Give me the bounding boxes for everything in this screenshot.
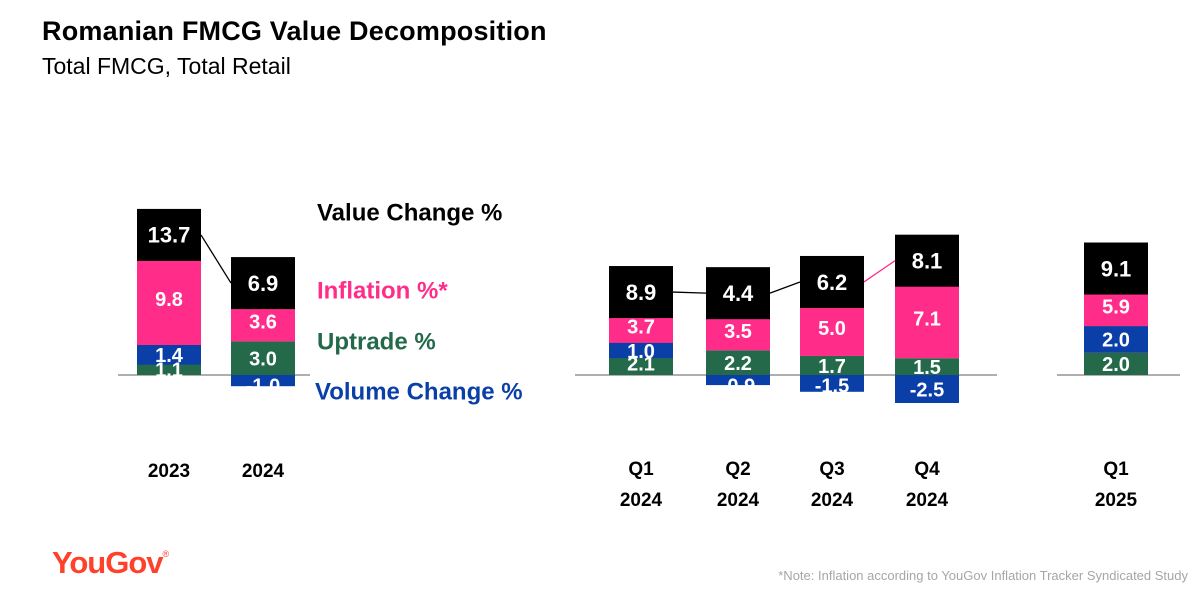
category-label: Q3 <box>819 459 844 480</box>
inflation-bar <box>895 278 959 359</box>
uptrade-label: 1.7 <box>818 356 846 378</box>
inflation-label: 3.6 <box>249 312 277 334</box>
uptrade-label: 1.1 <box>155 359 183 381</box>
volume-label: -1.5 <box>815 375 849 397</box>
category-label: Q1 <box>628 459 654 480</box>
inflation-label: 5.9 <box>1102 297 1130 319</box>
uptrade-bar <box>137 362 201 375</box>
category-label: 2024 <box>620 490 663 511</box>
category-label: 2024 <box>717 490 760 511</box>
inflation-label: 3.5 <box>724 321 752 343</box>
uptrade-bar <box>706 350 770 375</box>
category-label: 2024 <box>906 490 949 511</box>
value-connector-line <box>672 291 707 294</box>
uptrade-bar <box>895 358 959 375</box>
value-box <box>895 234 959 287</box>
volume-label: -1.0 <box>246 375 280 397</box>
value-box <box>800 255 864 308</box>
uptrade-bar <box>231 341 295 375</box>
uptrade-label: 3.0 <box>249 348 277 370</box>
volume-bar <box>1084 326 1148 353</box>
value-box <box>706 267 770 320</box>
category-label: 2025 <box>1095 490 1138 511</box>
category-label: Q4 <box>914 459 940 480</box>
yougov-logo: YouGov® <box>52 545 170 581</box>
volume-bar <box>137 345 201 365</box>
value-label: 8.1 <box>912 248 943 273</box>
volume-label: 1.0 <box>627 341 655 363</box>
value-label: 6.2 <box>817 270 848 295</box>
category-label: 2023 <box>148 461 190 482</box>
category-label: Q1 <box>1103 459 1129 480</box>
chart-title: Romanian FMCG Value Decomposition <box>42 16 547 46</box>
volume-label: -0.9 <box>721 375 755 397</box>
value-box <box>609 266 673 319</box>
category-label: 2024 <box>242 461 285 482</box>
volume-label: 2.0 <box>1102 330 1130 352</box>
volume-label: 1.4 <box>155 345 184 367</box>
inflation-label: 9.8 <box>155 289 183 311</box>
footnote: *Note: Inflation according to YouGov Inf… <box>778 568 1188 583</box>
category-label: Q2 <box>725 459 750 480</box>
value-box <box>1084 242 1148 295</box>
volume-label: -2.5 <box>910 379 944 401</box>
value-label: 6.9 <box>248 271 279 296</box>
uptrade-label: 2.0 <box>1102 354 1130 376</box>
volume-bar <box>609 342 673 359</box>
volume-bar <box>706 375 770 386</box>
inflation-label: 3.7 <box>627 317 655 339</box>
category-label: 2024 <box>811 490 854 511</box>
value-box <box>231 257 295 310</box>
value-label: 13.7 <box>148 223 191 248</box>
registered-mark-icon: ® <box>162 549 170 559</box>
inflation-label: 7.1 <box>913 309 941 331</box>
legend-label: Inflation %* <box>317 277 448 304</box>
volume-bar <box>231 375 295 387</box>
value-label: 4.4 <box>723 281 754 306</box>
uptrade-label: 2.2 <box>724 353 752 375</box>
uptrade-label: 2.1 <box>627 354 655 376</box>
uptrade-bar <box>1084 352 1148 375</box>
value-label: 8.9 <box>626 280 657 305</box>
inflation-bar <box>137 252 201 363</box>
volume-bar <box>800 375 864 392</box>
uptrade-bar <box>800 355 864 375</box>
legend-label: Uptrade % <box>317 328 436 355</box>
inflation-label: 5.0 <box>818 318 846 340</box>
value-label: 9.1 <box>1101 256 1132 281</box>
value-connector-line <box>200 234 232 284</box>
value-connector-line <box>769 281 801 294</box>
legend-label: Volume Change % <box>315 378 523 405</box>
inflation-bar <box>800 299 864 356</box>
legend-label: Value Change % <box>317 199 502 226</box>
volume-bar <box>895 375 959 403</box>
chart-subtitle: Total FMCG, Total Retail <box>42 53 291 79</box>
uptrade-label: 1.5 <box>913 357 941 379</box>
value-connector-line <box>863 260 896 283</box>
value-box <box>137 208 201 261</box>
logo-text: YouGov <box>52 545 164 580</box>
